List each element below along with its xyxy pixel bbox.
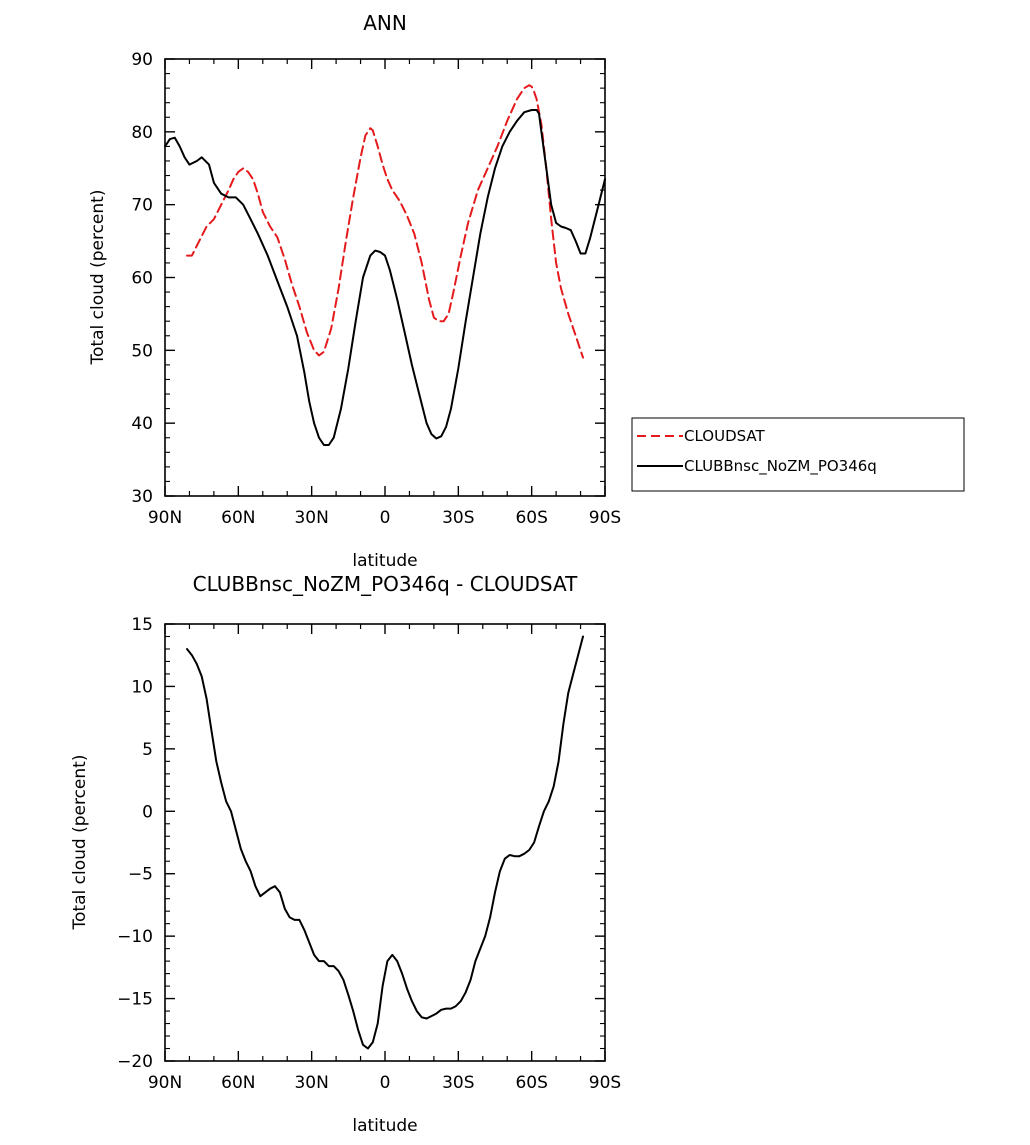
top-y-tick-label: 40 <box>131 414 153 434</box>
bottom-x-tick-label: 30N <box>294 1073 328 1093</box>
legend: CLOUDSAT CLUBBnsc_NoZM_PO346q <box>631 417 965 492</box>
bottom-y-tick-label: 10 <box>131 677 153 697</box>
top-y-tick-label: 80 <box>131 123 153 143</box>
top-series-line-clubbnsc-nozm-po346q <box>164 109 606 446</box>
bottom-series-line-0 <box>186 635 584 1050</box>
top-panel: ANN Total cloud (percent) latitude 90N 60… <box>88 11 621 571</box>
bottom-y-tick-label: 15 <box>131 615 153 635</box>
top-x-tick-label: 90S <box>589 508 621 528</box>
bottom-x-tick-label: 60S <box>515 1073 547 1093</box>
top-plot-frame <box>164 58 606 497</box>
top-series-line-cloudsat <box>186 84 584 359</box>
bottom-x-tick-label: 30S <box>442 1073 474 1093</box>
top-y-tick-label: 70 <box>131 196 153 216</box>
top-chart-title: ANN <box>363 11 407 35</box>
top-y-tick-label: 60 <box>131 269 153 289</box>
top-x-tick-label: 30N <box>294 508 328 528</box>
legend-box <box>631 417 965 492</box>
top-x-tick-label: 60N <box>221 508 255 528</box>
bottom-y-tick-label: −10 <box>117 927 153 947</box>
bottom-x-tick-label: 0 <box>380 1073 391 1093</box>
bottom-y-tick-label: −15 <box>117 990 153 1010</box>
legend-label-clubb: CLUBBnsc_NoZM_PO346q <box>684 457 877 476</box>
top-y-tick-label: 30 <box>131 487 153 507</box>
top-x-axis-label: latitude <box>352 551 417 571</box>
bottom-y-tick-label: −5 <box>128 865 153 885</box>
top-x-tick-label: 60S <box>515 508 547 528</box>
top-y-tick-label: 90 <box>131 50 153 70</box>
top-x-tick-label: 0 <box>380 508 391 528</box>
bottom-x-tick-label: 90S <box>589 1073 621 1093</box>
legend-label-cloudsat: CLOUDSAT <box>684 427 766 445</box>
bottom-y-tick-label: −20 <box>117 1052 153 1072</box>
bottom-x-tick-label: 90N <box>148 1073 182 1093</box>
bottom-x-axis-label: latitude <box>352 1116 417 1136</box>
bottom-chart-title: CLUBBnsc_NoZM_PO346q - CLOUDSAT <box>193 572 578 596</box>
top-x-tick-label: 90N <box>148 508 182 528</box>
top-x-tick-label: 30S <box>442 508 474 528</box>
bottom-plot-frame <box>164 623 606 1062</box>
bottom-panel: CLUBBnsc_NoZM_PO346q - CLOUDSAT Total cl… <box>70 572 621 1136</box>
top-y-tick-label: 50 <box>131 341 153 361</box>
bottom-y-tick-label: 0 <box>142 802 153 822</box>
bottom-x-tick-label: 60N <box>221 1073 255 1093</box>
bottom-y-tick-label: 5 <box>142 740 153 760</box>
bottom-y-axis-label: Total cloud (percent) <box>70 755 90 931</box>
top-y-axis-label: Total cloud (percent) <box>88 190 108 366</box>
